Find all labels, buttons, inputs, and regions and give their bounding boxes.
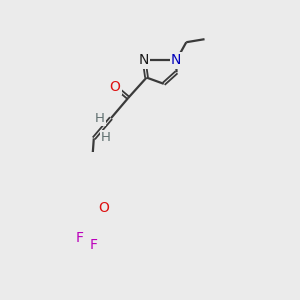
Text: F: F — [76, 231, 84, 245]
Text: N: N — [171, 53, 181, 68]
Text: O: O — [98, 201, 110, 215]
Text: O: O — [110, 80, 121, 94]
Text: F: F — [90, 238, 98, 252]
Text: H: H — [101, 131, 111, 144]
Text: N: N — [139, 53, 149, 68]
Text: H: H — [95, 112, 105, 124]
